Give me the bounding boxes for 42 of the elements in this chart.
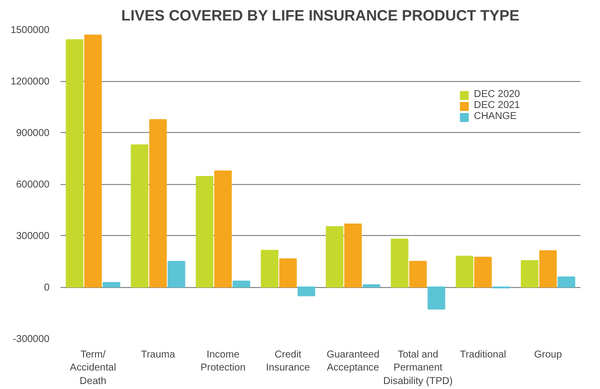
bar	[130, 144, 148, 288]
bar	[168, 260, 186, 288]
y-tick-label: 1500000	[10, 25, 50, 36]
y-tick-label: 900000	[16, 128, 50, 139]
legend-label: DEC 2020	[474, 89, 520, 100]
x-tick-label: Credit Insurance	[266, 350, 310, 374]
x-tick-label: Term/ Accidental Death	[70, 350, 116, 387]
x-tick-label: Group	[534, 350, 562, 360]
bar	[214, 170, 232, 288]
chart-title: LIVES COVERED BY LIFE INSURANCE PRODUCT TYPE	[121, 8, 520, 24]
y-tick-label: 300000	[16, 231, 50, 242]
bar	[456, 256, 474, 288]
legend-label: CHANGE	[474, 111, 517, 122]
bar	[428, 286, 446, 310]
x-tick-label: Total and Permanent Disability (TPD)	[383, 350, 453, 387]
bar	[66, 39, 84, 288]
y-tick-label: -300000	[12, 334, 50, 345]
bar	[409, 260, 427, 288]
y-tick-label: 1200000	[10, 76, 50, 88]
bar	[390, 238, 408, 288]
bar	[474, 256, 492, 288]
bar	[102, 282, 120, 288]
bar	[232, 280, 250, 288]
bar	[279, 258, 297, 288]
x-tick-label: Traditional	[460, 350, 506, 360]
bar	[362, 284, 380, 288]
bar	[326, 226, 344, 288]
bar	[520, 260, 538, 288]
x-tick-label: Income Protection	[200, 350, 246, 374]
y-tick-label: 0	[44, 282, 50, 294]
bar	[84, 34, 102, 288]
bar	[149, 119, 167, 288]
bar	[298, 286, 316, 296]
bar	[196, 176, 214, 288]
y-tick-label: 600000	[16, 180, 50, 190]
x-tick-label: Guaranteed Acceptance	[326, 350, 380, 374]
bar	[539, 250, 557, 288]
bar	[260, 250, 278, 288]
x-tick-label: Trauma	[140, 350, 176, 360]
legend-label: DEC 2021	[474, 100, 520, 111]
bar	[344, 224, 362, 288]
bar	[558, 276, 576, 288]
